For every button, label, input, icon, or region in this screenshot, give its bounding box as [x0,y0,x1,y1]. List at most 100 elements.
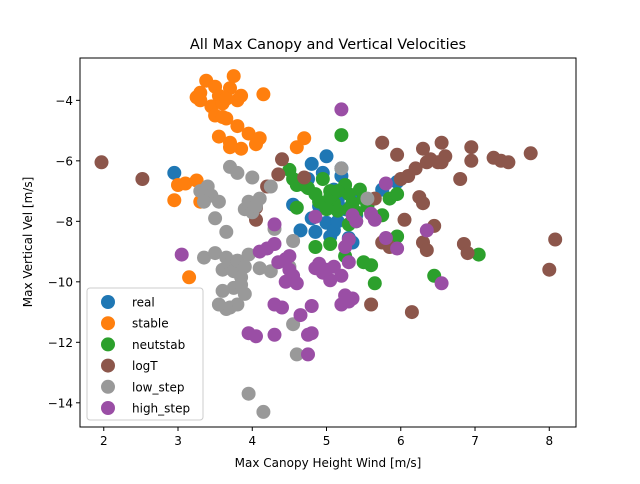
point-high_step-35 [249,329,263,344]
legend-label-low_step: low_step [132,380,184,394]
point-logT-1 [135,172,150,186]
y-tick-label: −12 [48,336,73,350]
point-high_step-41 [419,223,434,238]
point-neutstab-21 [289,200,304,215]
point-neutstab-27 [367,276,382,291]
point-stable-13 [211,129,226,144]
point-stable-11 [234,88,249,103]
axes-frame [79,57,577,428]
point-high_step-3 [267,217,282,232]
point-neutstab-8 [330,203,345,218]
point-low_step-3 [197,194,211,209]
legend-label-stable: stable [132,317,169,331]
legend-marker-neutstab [101,337,115,352]
point-high_step-24 [341,232,356,247]
legend-marker-stable [101,316,115,331]
point-real-14 [308,224,323,239]
point-stable-31 [297,131,312,146]
point-high_step-29 [378,231,393,245]
x-tick-label: 2 [100,434,108,448]
y-tick-label: −14 [48,396,73,410]
point-logT-21 [434,135,449,150]
point-stable-25 [178,176,193,191]
point-low_step-8 [230,165,245,180]
point-high_step-43 [174,247,189,262]
point-high_step-46 [341,294,356,309]
point-low_step-19 [208,246,223,261]
point-stable-29 [182,270,197,285]
point-stable-9 [219,91,234,106]
point-logT-16 [416,141,430,156]
point-stable-32 [193,93,208,108]
legend-marker-low_step [101,379,115,394]
point-high_step-13 [275,300,289,315]
legend-box [86,287,204,421]
point-low_step-17 [286,234,301,248]
point-stable-17 [234,141,249,156]
point-low_step-18 [197,250,211,265]
series-high_step [174,102,449,362]
point-logT-38 [542,262,557,277]
point-stable-7 [223,81,237,96]
point-stable-23 [223,140,237,155]
point-logT-14 [408,161,423,176]
x-axis-label: Max Canopy Height Wind [m/s] [235,456,422,470]
legend-label-high_step: high_step [132,402,190,416]
y-axis-label: Max Vertical Vel [m/s] [21,177,35,308]
point-high_step-19 [323,273,338,288]
point-low_step-43 [234,277,249,292]
point-high_step-32 [301,327,315,342]
point-high_step-0 [334,102,349,117]
legend-marker-real [101,295,115,309]
point-neutstab-30 [390,187,405,202]
x-axis: 2 3 4 5 6 7 8 [100,427,553,448]
point-low_step-29 [215,283,230,298]
point-low_step-4 [211,194,226,209]
point-low_step-15 [245,170,260,185]
point-neutstab-9 [334,128,349,143]
point-high_step-26 [349,214,364,229]
legend-label-real: real [132,296,155,310]
point-logT-31 [460,246,475,261]
point-real-2 [304,156,319,171]
point-logT-25 [404,305,419,320]
point-stable-8 [226,69,241,84]
point-logT-5 [271,167,286,182]
point-logT-9 [375,135,390,150]
point-logT-7 [297,170,312,185]
x-tick-label: 8 [545,434,553,448]
point-low_step-37 [241,386,256,401]
point-high_step-40 [378,176,393,191]
point-low_step-6 [219,224,234,239]
point-neutstab-31 [390,229,405,244]
point-logT-6 [275,152,289,167]
point-neutstab-22 [308,240,323,254]
point-high_step-8 [282,249,297,264]
chart-title: All Max Canopy and Vertical Velocities [190,37,466,53]
x-tick-label: 5 [323,434,331,448]
point-low_step-36 [289,347,304,362]
y-tick-label: −10 [48,275,73,289]
point-logT-28 [364,297,379,312]
point-low_step-13 [252,191,267,206]
legend: real stable neutstab logT low_step high_step [86,287,204,421]
point-high_step-42 [434,276,449,291]
point-low_step-14 [263,179,278,194]
point-stable-21 [256,87,271,102]
point-neutstab-26 [364,258,379,273]
point-logT-33 [464,153,479,168]
point-logT-12 [397,212,412,227]
point-high_step-44 [308,209,323,224]
legend-marker-high_step [101,401,115,415]
point-real-13 [293,223,308,238]
point-neutstab-5 [315,172,330,186]
point-low_step-42 [252,261,267,276]
point-low_step-5 [208,211,223,226]
legend-label-neutstab: neutstab [132,338,185,352]
point-low_step-44 [211,297,226,312]
point-logT-10 [390,147,405,162]
point-high_step-14 [293,308,308,323]
point-logT-32 [464,140,479,155]
point-high_step-45 [319,262,334,277]
